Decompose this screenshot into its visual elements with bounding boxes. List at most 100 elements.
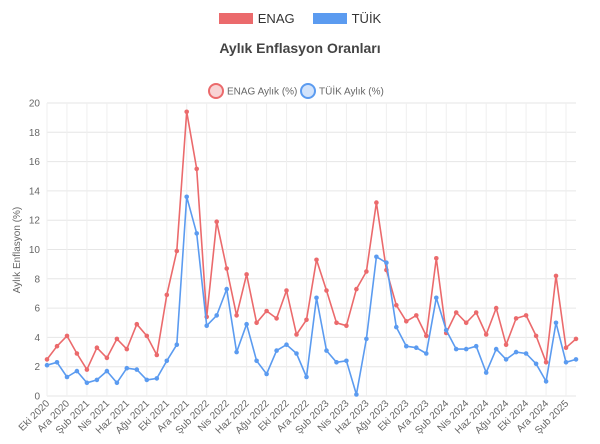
data-point-enag[interactable]	[104, 355, 110, 361]
data-point-enag[interactable]	[354, 286, 359, 292]
data-point-tuik[interactable]	[54, 360, 60, 365]
data-point-tuik[interactable]	[404, 343, 409, 349]
data-point-enag[interactable]	[174, 248, 180, 254]
data-point-tuik[interactable]	[184, 194, 189, 200]
data-point-tuik[interactable]	[164, 358, 170, 364]
data-point-tuik[interactable]	[44, 362, 50, 368]
data-point-tuik[interactable]	[573, 357, 579, 362]
data-point-tuik[interactable]	[114, 380, 120, 386]
data-point-tuik[interactable]	[563, 360, 569, 365]
data-point-tuik[interactable]	[314, 295, 319, 301]
data-point-tuik[interactable]	[463, 346, 469, 352]
data-point-tuik[interactable]	[523, 351, 529, 356]
data-point-tuik[interactable]	[234, 349, 239, 355]
data-point-enag[interactable]	[414, 313, 419, 318]
data-point-enag[interactable]	[473, 310, 479, 315]
data-point-enag[interactable]	[214, 219, 219, 224]
data-point-tuik[interactable]	[324, 348, 329, 353]
data-point-enag[interactable]	[244, 272, 249, 277]
data-point-tuik[interactable]	[154, 376, 160, 381]
data-point-enag[interactable]	[543, 360, 549, 365]
data-point-enag[interactable]	[224, 266, 229, 271]
data-point-tuik[interactable]	[124, 365, 130, 371]
data-point-tuik[interactable]	[174, 342, 180, 348]
data-point-tuik[interactable]	[274, 348, 279, 353]
data-point-tuik[interactable]	[424, 351, 429, 356]
data-point-enag[interactable]	[453, 310, 459, 315]
data-point-enag[interactable]	[394, 302, 399, 308]
data-point-enag[interactable]	[334, 320, 339, 326]
data-point-tuik[interactable]	[194, 231, 199, 236]
data-point-enag[interactable]	[254, 320, 259, 326]
data-point-enag[interactable]	[533, 333, 539, 339]
data-point-tuik[interactable]	[284, 342, 289, 348]
data-point-enag[interactable]	[134, 321, 140, 327]
data-point-tuik[interactable]	[264, 371, 269, 377]
data-point-tuik[interactable]	[533, 361, 539, 367]
data-point-tuik[interactable]	[134, 367, 140, 372]
data-point-enag[interactable]	[304, 317, 309, 323]
data-point-enag[interactable]	[114, 336, 120, 342]
data-point-tuik[interactable]	[84, 380, 90, 386]
data-point-enag[interactable]	[364, 269, 369, 274]
data-point-enag[interactable]	[84, 367, 90, 372]
data-point-enag[interactable]	[344, 323, 349, 329]
data-point-enag[interactable]	[324, 288, 329, 293]
data-point-tuik[interactable]	[414, 345, 419, 351]
legend-item-tuik[interactable]: TÜİK	[312, 11, 381, 26]
data-point-tuik[interactable]	[204, 323, 209, 329]
data-point-tuik[interactable]	[254, 358, 259, 364]
data-point-enag[interactable]	[523, 313, 529, 318]
data-point-enag[interactable]	[144, 333, 150, 339]
data-point-enag[interactable]	[434, 255, 439, 261]
legend-item-enag[interactable]: ENAG	[218, 11, 295, 26]
data-point-enag[interactable]	[124, 346, 130, 352]
data-point-tuik[interactable]	[443, 327, 449, 333]
data-point-tuik[interactable]	[394, 324, 399, 330]
data-point-enag[interactable]	[404, 319, 409, 324]
data-point-enag[interactable]	[553, 273, 559, 279]
data-point-enag[interactable]	[563, 345, 569, 351]
data-point-enag[interactable]	[184, 109, 189, 115]
data-point-tuik[interactable]	[553, 320, 559, 326]
data-point-enag[interactable]	[64, 333, 70, 339]
data-point-tuik[interactable]	[94, 377, 100, 383]
data-point-enag[interactable]	[94, 345, 100, 351]
data-point-enag[interactable]	[284, 288, 289, 293]
data-point-enag[interactable]	[234, 313, 239, 318]
data-point-enag[interactable]	[424, 333, 429, 339]
data-point-enag[interactable]	[483, 332, 489, 337]
data-point-tuik[interactable]	[334, 360, 339, 365]
data-point-enag[interactable]	[44, 357, 50, 362]
data-point-tuik[interactable]	[483, 370, 489, 375]
data-point-enag[interactable]	[194, 166, 199, 172]
data-point-enag[interactable]	[74, 351, 80, 356]
data-point-tuik[interactable]	[364, 336, 369, 342]
data-point-enag[interactable]	[513, 316, 519, 321]
data-point-enag[interactable]	[264, 308, 269, 314]
data-point-tuik[interactable]	[503, 357, 509, 362]
data-point-tuik[interactable]	[374, 254, 379, 260]
data-point-tuik[interactable]	[144, 377, 150, 383]
data-point-tuik[interactable]	[64, 374, 70, 380]
data-point-tuik[interactable]	[224, 286, 229, 292]
data-point-tuik[interactable]	[453, 346, 459, 352]
data-point-tuik[interactable]	[354, 392, 359, 397]
data-point-enag[interactable]	[154, 352, 160, 358]
data-point-tuik[interactable]	[244, 321, 249, 327]
data-point-tuik[interactable]	[473, 343, 479, 349]
data-point-tuik[interactable]	[104, 368, 110, 374]
data-point-tuik[interactable]	[344, 358, 349, 364]
data-point-enag[interactable]	[503, 342, 509, 348]
data-point-enag[interactable]	[54, 343, 60, 349]
data-point-enag[interactable]	[463, 320, 469, 326]
data-point-tuik[interactable]	[294, 351, 299, 356]
data-point-enag[interactable]	[274, 316, 279, 321]
data-point-enag[interactable]	[164, 292, 170, 298]
data-point-enag[interactable]	[314, 257, 319, 263]
data-point-tuik[interactable]	[513, 349, 519, 355]
data-point-tuik[interactable]	[543, 379, 549, 384]
data-point-tuik[interactable]	[384, 260, 389, 266]
data-point-tuik[interactable]	[214, 313, 219, 318]
data-point-tuik[interactable]	[434, 295, 439, 301]
